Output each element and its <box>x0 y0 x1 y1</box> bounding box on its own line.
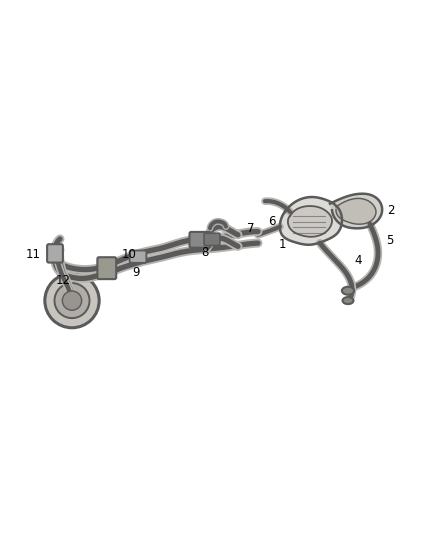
Text: 8: 8 <box>201 246 208 260</box>
Polygon shape <box>330 193 382 228</box>
Circle shape <box>45 273 99 328</box>
Text: 4: 4 <box>354 254 362 268</box>
Text: 7: 7 <box>247 222 255 235</box>
FancyBboxPatch shape <box>130 251 146 263</box>
FancyBboxPatch shape <box>190 232 211 248</box>
Ellipse shape <box>342 287 354 295</box>
Text: 10: 10 <box>122 248 137 261</box>
FancyBboxPatch shape <box>97 257 116 279</box>
Circle shape <box>54 283 89 318</box>
Text: 1: 1 <box>279 238 286 251</box>
Polygon shape <box>280 197 342 245</box>
Text: 12: 12 <box>56 274 71 287</box>
Text: 6: 6 <box>268 215 276 228</box>
Text: 2: 2 <box>387 204 395 217</box>
FancyBboxPatch shape <box>47 244 63 263</box>
Text: 9: 9 <box>132 266 140 279</box>
Text: 11: 11 <box>25 248 41 261</box>
Text: 5: 5 <box>386 234 393 247</box>
Polygon shape <box>288 206 332 237</box>
Ellipse shape <box>343 297 353 304</box>
Circle shape <box>62 291 81 310</box>
Polygon shape <box>336 198 376 224</box>
FancyBboxPatch shape <box>204 233 220 246</box>
